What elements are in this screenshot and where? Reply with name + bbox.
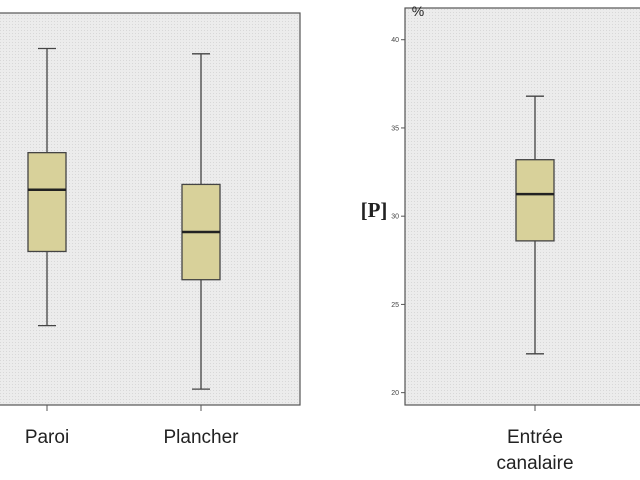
- y-unit: %: [412, 3, 424, 19]
- x-tick-label: Entrée canalaire: [496, 427, 574, 474]
- x-tick-label: Paroi: [24, 427, 70, 448]
- y-axis-label: [P]: [361, 198, 388, 222]
- y-tick-label: 25: [391, 302, 399, 309]
- y-tick-label: 40: [391, 37, 399, 44]
- y-tick-label: 30: [391, 214, 399, 221]
- x-tick-label: Plancher: [163, 427, 239, 448]
- y-tick-label: 20: [391, 390, 399, 397]
- box: [27, 151, 67, 253]
- y-tick-label: 35: [391, 125, 399, 132]
- box: [515, 159, 555, 242]
